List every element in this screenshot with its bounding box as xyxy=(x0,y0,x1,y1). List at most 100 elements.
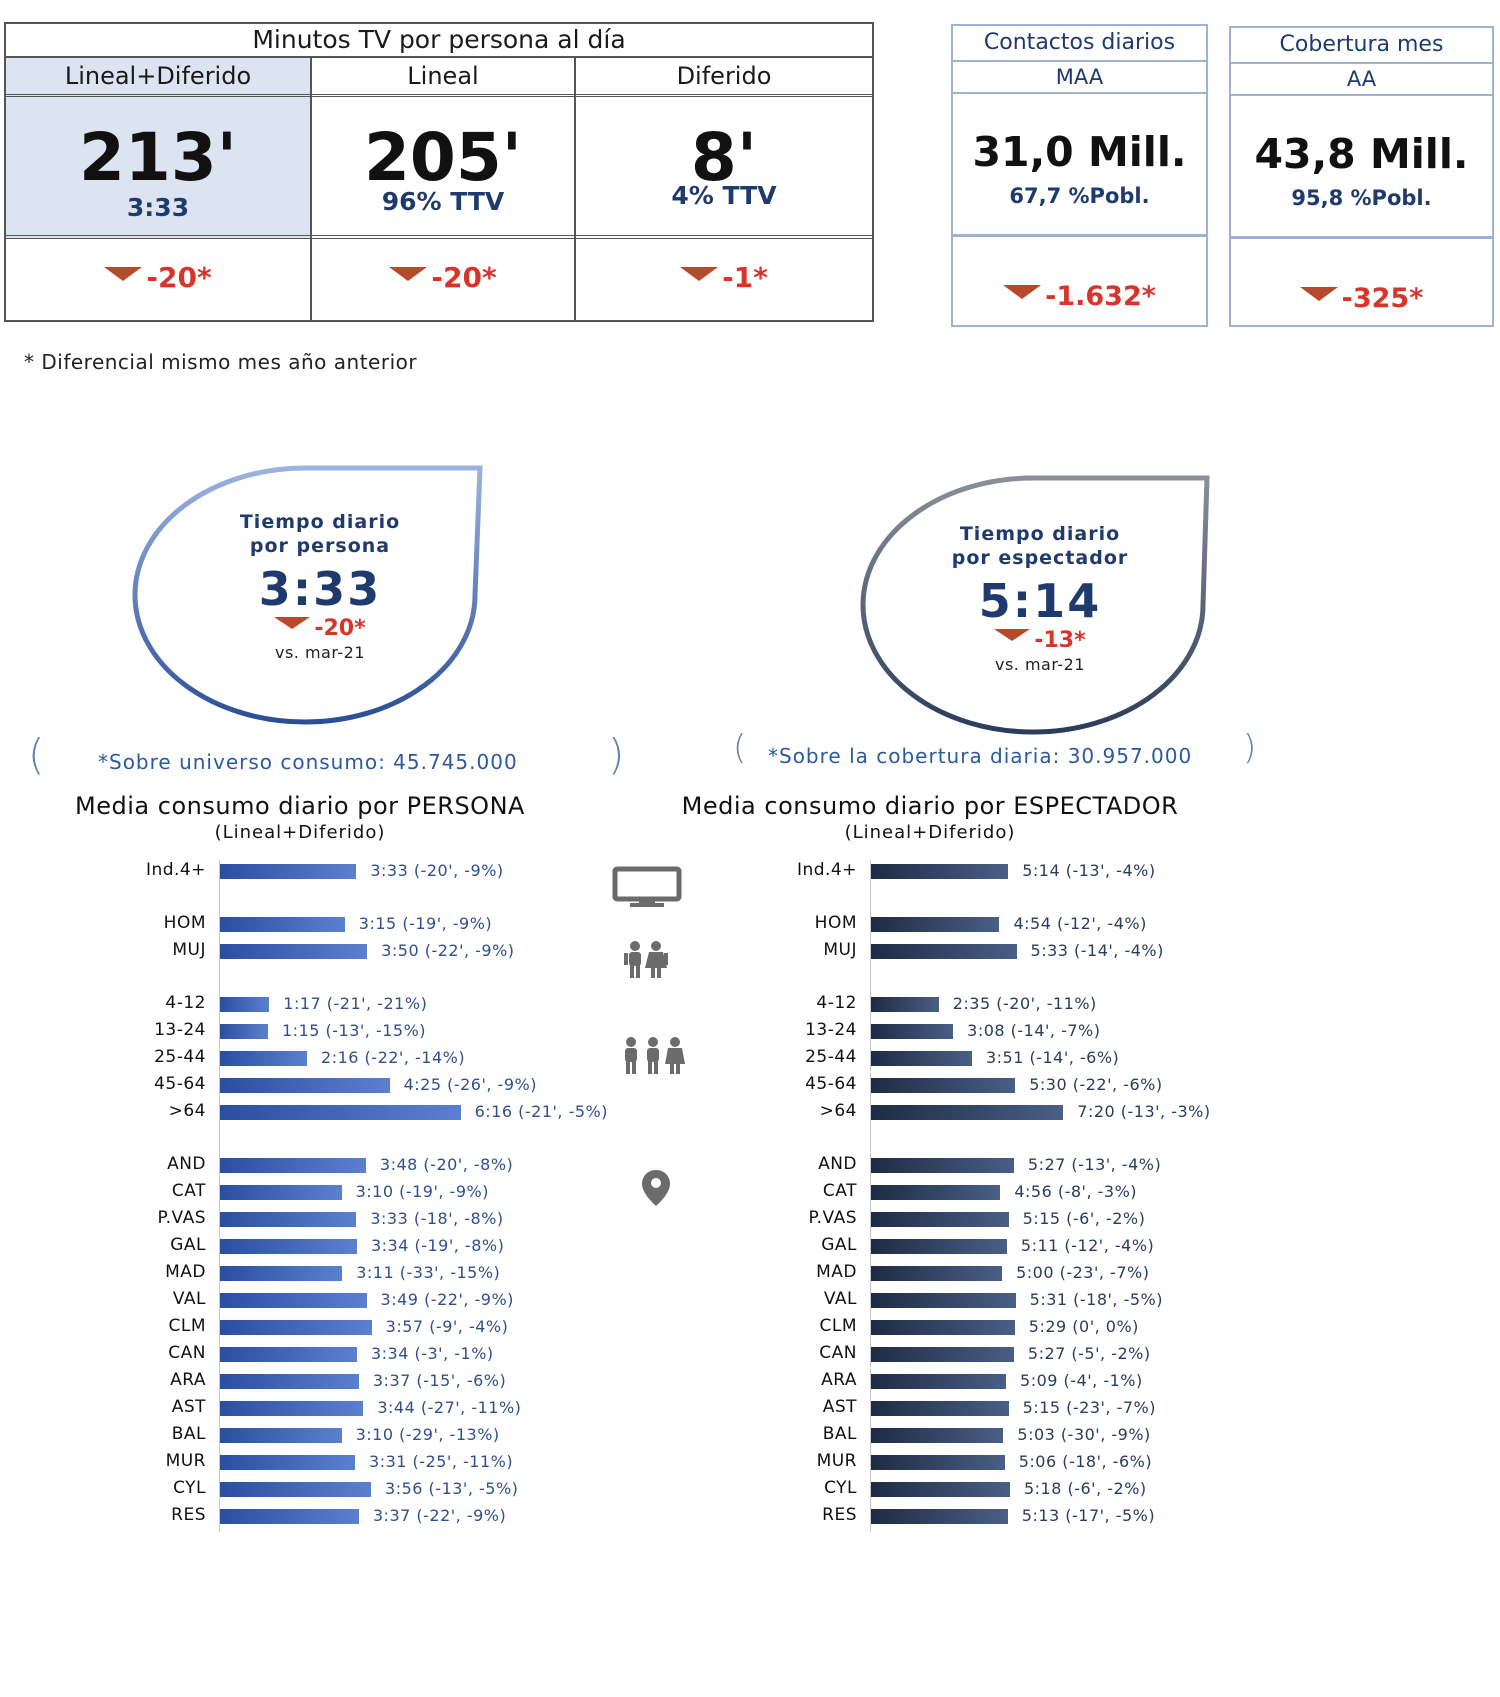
bar-value-label: 3:48 (-20', -8%) xyxy=(379,1155,514,1174)
down-triangle-icon xyxy=(1003,285,1042,299)
category-label: 4-12 xyxy=(165,993,206,1013)
category-label: CLM xyxy=(819,1316,857,1336)
bubble-label: por persona xyxy=(249,535,391,557)
bubble-label: Tiempo diario xyxy=(959,523,1121,545)
category-label: CAT xyxy=(822,1181,857,1201)
universo-persona: *Sobre universo consumo: 45.745.000 xyxy=(98,750,518,774)
bar-value-label: 5:15 (-6', -2%) xyxy=(1022,1209,1146,1228)
bracket-left: ( xyxy=(28,730,45,779)
bar-value-label: 5:00 (-23', -7%) xyxy=(1016,1263,1150,1282)
chart-persona-subtitle: (Lineal+Diferido) xyxy=(214,822,386,843)
bubble-persona-shape xyxy=(132,465,483,725)
minutes-value: 205' xyxy=(364,119,522,196)
bar xyxy=(871,997,939,1012)
down-triangle-icon xyxy=(680,267,719,281)
group-icon xyxy=(625,1037,685,1074)
bar xyxy=(220,1051,308,1066)
bar-value-label: 5:31 (-18', -5%) xyxy=(1029,1290,1163,1309)
col-lineal-diferido: Lineal+Diferido 213' 3:33 -20* xyxy=(6,58,312,320)
category-label: CAN xyxy=(168,1343,206,1363)
bar xyxy=(871,864,1009,879)
category-label: VAL xyxy=(823,1289,857,1309)
bar xyxy=(220,944,368,959)
box-delta: -325* xyxy=(1341,283,1424,314)
category-label: 4-12 xyxy=(816,993,857,1013)
down-triangle-icon xyxy=(389,267,428,281)
bar-value-label: 3:57 (-9', -4%) xyxy=(385,1317,509,1336)
category-label: 25-44 xyxy=(805,1047,857,1067)
box-subtitle: AA xyxy=(1231,64,1492,96)
box-delta: -1.632* xyxy=(1045,281,1156,312)
bubble-delta: -20* xyxy=(314,616,366,641)
bar-value-label: 2:35 (-20', -11%) xyxy=(952,994,1097,1013)
bar-value-label: 5:06 (-18', -6%) xyxy=(1018,1452,1153,1471)
category-label: GAL xyxy=(170,1235,206,1255)
bar xyxy=(871,1239,1007,1254)
couple-icon xyxy=(624,941,668,978)
bar-value-label: 5:14 (-13', -4%) xyxy=(1022,861,1156,880)
category-label: >64 xyxy=(168,1101,206,1121)
delta-value: -20* xyxy=(146,261,212,294)
col-header: Diferido xyxy=(576,58,872,97)
category-label: CLM xyxy=(168,1316,206,1336)
down-triangle-icon xyxy=(274,617,311,629)
delta-value: -1* xyxy=(722,261,768,294)
bar-value-label: 5:11 (-12', -4%) xyxy=(1020,1236,1155,1255)
ttv-share: 4% TTV xyxy=(671,181,777,210)
bubble-value: 5:14 xyxy=(978,574,1102,628)
bar-value-label: 3:37 (-22', -9%) xyxy=(372,1506,507,1525)
bar-value-label: 5:30 (-22', -6%) xyxy=(1029,1075,1163,1094)
category-label: 13-24 xyxy=(805,1020,857,1040)
bar-value-label: 5:09 (-4', -1%) xyxy=(1020,1371,1143,1390)
category-label: MAD xyxy=(816,1262,857,1282)
bar-value-label: 5:29 (0', 0%) xyxy=(1028,1317,1139,1336)
category-label: GAL xyxy=(821,1235,857,1255)
down-triangle-icon xyxy=(104,267,143,281)
contactos-diarios-box: Contactos diarios MAA 31,0 Mill. 67,7 %P… xyxy=(951,24,1208,327)
bar xyxy=(220,1293,367,1308)
bar-value-label: 3:37 (-15', -6%) xyxy=(372,1371,507,1390)
down-triangle-icon xyxy=(994,629,1031,641)
minutos-tv-table: Minutos TV por persona al día Lineal+Dif… xyxy=(4,22,874,322)
bubble-vs: vs. mar-21 xyxy=(994,655,1086,674)
category-label: AST xyxy=(822,1397,857,1417)
chart-persona-title: Media consumo diario por PERSONA xyxy=(75,792,525,820)
bar-value-label: 3:34 (-19', -8%) xyxy=(370,1236,505,1255)
bar-value-label: 3:33 (-20', -9%) xyxy=(370,861,504,880)
bubble-value: 3:33 xyxy=(258,562,382,616)
universo-espectador: *Sobre la cobertura diaria: 30.957.000 xyxy=(768,744,1193,768)
category-label: P.VAS xyxy=(808,1208,857,1228)
bar xyxy=(220,1401,364,1416)
bar-value-label: 3:34 (-3', -1%) xyxy=(370,1344,494,1363)
bubble-label: Tiempo diario xyxy=(239,511,401,533)
bar xyxy=(871,1266,1003,1281)
bar xyxy=(220,1320,372,1335)
category-label: CYL xyxy=(824,1478,857,1498)
category-label: AND xyxy=(818,1154,857,1174)
bar-value-label: 5:27 (-13', -4%) xyxy=(1027,1155,1162,1174)
bar xyxy=(220,1509,359,1524)
category-label: ARA xyxy=(821,1370,857,1390)
cobertura-mes-box: Cobertura mes AA 43,8 Mill. 95,8 %Pobl. … xyxy=(1229,26,1494,327)
bar-value-label: 5:33 (-14', -4%) xyxy=(1030,941,1164,960)
ttv-share: 96% TTV xyxy=(381,187,505,216)
chart-espectador-title: Media consumo diario por ESPECTADOR xyxy=(681,792,1179,820)
bubble-espectador-shape xyxy=(860,475,1210,735)
bar-value-label: 3:51 (-14', -6%) xyxy=(985,1048,1120,1067)
bar xyxy=(871,1455,1005,1470)
category-label: MUJ xyxy=(172,940,206,960)
minutes-value: 213' xyxy=(79,119,237,196)
category-label: RES xyxy=(171,1505,206,1525)
bar xyxy=(871,1024,954,1039)
bubble-espectador: Tiempo diario por espectador 5:14 -13* v… xyxy=(905,522,1175,674)
bar xyxy=(871,917,1000,932)
bar-value-label: 2:16 (-22', -14%) xyxy=(321,1048,466,1067)
category-label: HOM xyxy=(163,913,206,933)
bar-value-label: 1:15 (-13', -15%) xyxy=(282,1021,427,1040)
box-pct: 67,7 %Pobl. xyxy=(1009,184,1150,208)
tv-icon xyxy=(612,866,682,907)
col-diferido: Diferido 8' 4% TTV -1* xyxy=(576,58,872,320)
bar xyxy=(871,1105,1064,1120)
bar-value-label: 3:11 (-33', -15%) xyxy=(356,1263,501,1282)
category-label: BAL xyxy=(822,1424,857,1444)
